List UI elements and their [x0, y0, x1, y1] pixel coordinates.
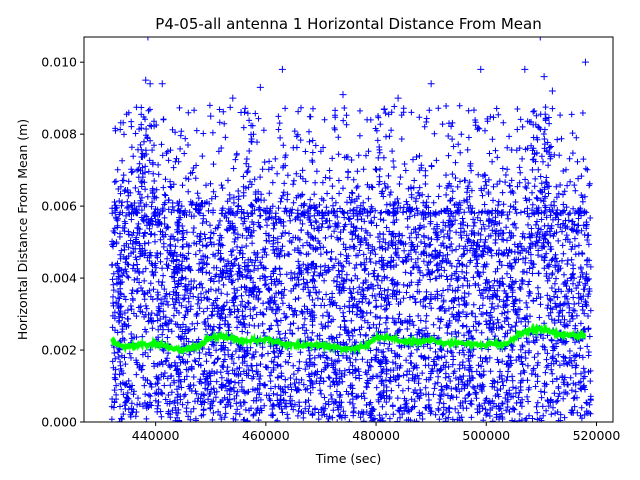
series-blue-outlier	[146, 80, 154, 88]
y-tick-label: 0.000	[41, 415, 77, 430]
series-blue-outlier	[144, 37, 152, 41]
series-blue-outlier	[581, 58, 589, 66]
y-tick-label: 0.006	[41, 199, 77, 214]
y-tick-label: 0.008	[41, 127, 77, 142]
series-blue-outlier	[536, 37, 544, 41]
series-blue-outlier	[339, 91, 347, 99]
series-blue-outlier	[521, 65, 529, 73]
y-tick-label: 0.002	[41, 343, 77, 358]
plot-area	[83, 36, 614, 423]
series-blue-outlier	[477, 65, 485, 73]
chart-title: P4-05-all antenna 1 Horizontal Distance …	[155, 15, 541, 33]
plot-frame	[83, 36, 614, 423]
x-axis-title: Time (sec)	[315, 451, 381, 466]
series-blue-outlier	[427, 80, 435, 88]
x-tick-label: 480000	[352, 428, 400, 443]
series-blue-outlier	[548, 87, 556, 95]
series-blue-outlier	[278, 65, 286, 73]
x-tick-label: 460000	[242, 428, 290, 443]
series-blue-outlier	[540, 73, 548, 81]
series-green-line	[110, 322, 587, 357]
y-tick-label: 0.004	[41, 271, 77, 286]
x-tick-label: 440000	[132, 428, 180, 443]
y-axis: 0.000 0.002 0.004 0.006 0.008 0.010	[41, 55, 84, 430]
series-blue-outlier	[256, 83, 264, 91]
series-blue-outlier	[380, 105, 388, 113]
series-blue-outlier	[142, 76, 150, 84]
series-blue-outlier	[229, 94, 237, 102]
data-layer	[108, 37, 594, 422]
series-blue-outlier	[158, 80, 166, 88]
x-axis: 440000 460000 480000 500000 520000	[132, 422, 621, 443]
series-blue-outlier	[237, 109, 245, 117]
series-blue-outlier	[207, 112, 215, 120]
y-axis-title: Horizontal Distance From Mean (m)	[15, 119, 30, 340]
y-tick-label: 0.010	[41, 55, 77, 70]
series-blue-outlier	[394, 94, 402, 102]
x-tick-label: 500000	[462, 428, 510, 443]
x-tick-label: 520000	[573, 428, 621, 443]
